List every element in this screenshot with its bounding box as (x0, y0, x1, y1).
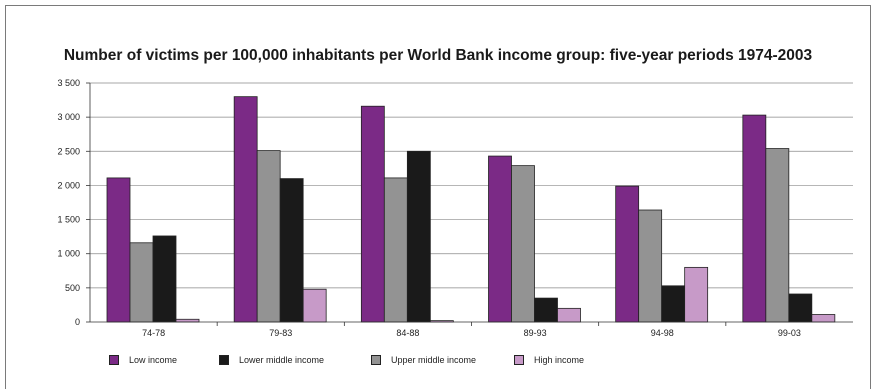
legend-swatch (371, 355, 381, 365)
bar-upper-middle-income-74-78 (129, 242, 154, 323)
x-tick-label: 99-03 (778, 328, 801, 338)
gridlines (90, 82, 853, 289)
legend-item-high-income: High income (514, 352, 584, 368)
x-tick-label: 84-88 (396, 328, 419, 338)
bar-upper-middle-income-99-03 (765, 148, 790, 323)
y-tick-label: 0 (75, 317, 80, 327)
legend-label: Upper middle income (391, 355, 477, 365)
chart-title: Number of victims per 100,000 inhabitant… (63, 47, 813, 64)
y-tick-label: 2 500 (57, 146, 80, 156)
legend-label: Low income (129, 355, 178, 365)
bar-low-income-74-78 (106, 177, 131, 323)
bar-upper-middle-income-79-83 (256, 150, 281, 323)
x-tick-label: 94-98 (651, 328, 674, 338)
bar-low-income-99-03 (742, 114, 767, 323)
y-tick-label: 1 500 (57, 215, 80, 225)
y-tick-label: 1 000 (57, 249, 80, 259)
bar-lower-middle-income-74-78 (152, 235, 177, 323)
y-tick-label: 3 500 (57, 78, 80, 88)
legend-swatch (514, 355, 524, 365)
bar-low-income-84-88 (360, 105, 385, 323)
bar-high-income-89-93 (557, 307, 581, 323)
bar-lower-middle-income-79-83 (279, 178, 304, 323)
bar-high-income-99-03 (811, 314, 836, 323)
bar-upper-middle-income-94-98 (638, 209, 663, 323)
x-tick-label: 79-83 (269, 328, 292, 338)
bar-high-income-74-78 (175, 318, 200, 323)
bar-low-income-89-93 (488, 155, 512, 323)
legend-item-low-income: Low income (109, 352, 177, 368)
bar-lower-middle-income-99-03 (788, 293, 813, 323)
legend-item-lower-middle-income: Lower middle income (219, 352, 324, 368)
legend-label: High income (534, 355, 585, 365)
x-tick-label: 89-93 (524, 328, 547, 338)
chart-frame (5, 5, 871, 389)
bar-high-income-79-83 (302, 288, 327, 323)
bar-upper-middle-income-84-88 (383, 177, 408, 323)
bar-upper-middle-income-89-93 (511, 165, 535, 323)
bar-low-income-94-98 (615, 185, 640, 323)
bar-high-income-94-98 (684, 266, 709, 323)
y-axis-ticks: 0 500 1 000 1 500 2 000 2 500 3 000 3 500 (57, 78, 90, 327)
legend-swatch (219, 355, 229, 365)
bar-lower-middle-income-94-98 (661, 285, 686, 323)
legend-item-upper-middle-income: Upper middle income (371, 352, 476, 368)
x-axis: 74-78 79-83 84-88 89-93 94-98 99-03 (89, 83, 853, 338)
bars (106, 96, 836, 323)
legend-label: Lower middle income (239, 355, 325, 365)
x-tick-label: 74-78 (142, 328, 165, 338)
bar-lower-middle-income-89-93 (534, 297, 558, 323)
bar-low-income-79-83 (233, 96, 258, 323)
bar-lower-middle-income-84-88 (406, 150, 431, 323)
y-tick-label: 2 000 (57, 180, 80, 190)
y-tick-label: 500 (65, 283, 80, 293)
legend-swatch (109, 355, 119, 365)
y-tick-label: 3 000 (57, 112, 80, 122)
